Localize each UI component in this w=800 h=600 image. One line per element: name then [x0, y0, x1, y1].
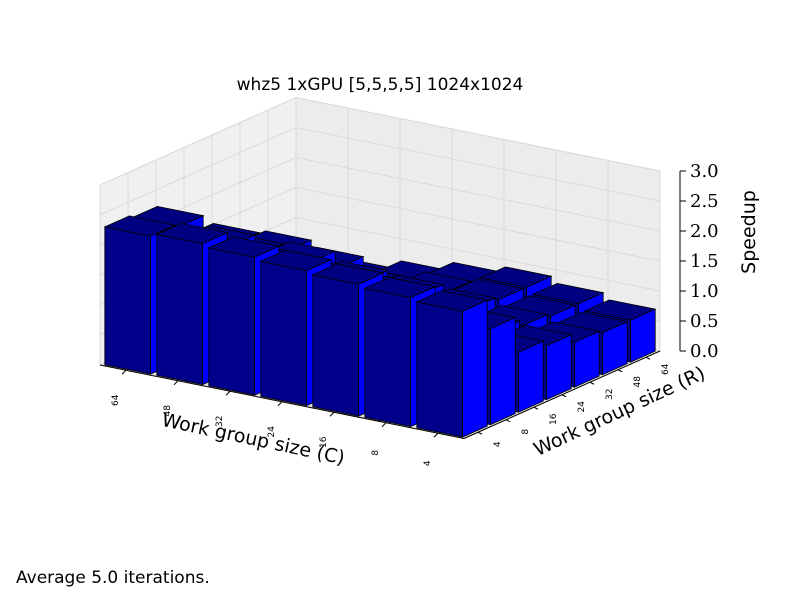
tick-labels: 6448322416844816243248640.00.51.01.52.02…: [111, 161, 719, 466]
bar-front-face: [208, 247, 256, 396]
bar-top-face: [207, 236, 281, 258]
bar-front-face: [156, 233, 204, 386]
bar-side-face: [490, 316, 516, 426]
z-tick-label: 1.5: [690, 251, 719, 272]
x-tick: [173, 380, 179, 386]
z-tick-label: 2.5: [690, 191, 719, 212]
x-tick: [329, 411, 335, 417]
y-tick: [645, 356, 651, 360]
bar-top-face: [155, 222, 229, 245]
x-tick-label: 32: [215, 416, 225, 427]
y-tick-label: 64: [661, 363, 671, 375]
x-tick-label: 4: [423, 460, 433, 466]
grid-line: [99, 96, 661, 186]
x-tick-label: 8: [371, 450, 381, 456]
z-tick-label: 3.0: [690, 161, 719, 182]
bar-top-face: [311, 263, 385, 285]
y-tick: [561, 394, 567, 398]
bar-top-face: [531, 282, 605, 305]
z-axis-label: Speedup: [738, 190, 760, 274]
x-tick: [121, 369, 127, 375]
bar-front-face: [260, 260, 308, 407]
x-tick: [381, 422, 387, 428]
bar-top-face: [415, 290, 489, 312]
bar-top-face: [103, 215, 177, 237]
z-tick-label: 2.0: [690, 221, 719, 242]
x-tick-label: 64: [111, 394, 121, 406]
z-tick-label: 0.0: [690, 341, 719, 362]
y-tick: [505, 419, 511, 423]
chart-title: whz5 1xGPU [5,5,5,5] 1024x1024: [237, 75, 524, 95]
bar-front-face: [364, 287, 412, 428]
y-tick: [617, 369, 623, 373]
y-tick: [477, 431, 483, 435]
y-tick: [589, 381, 595, 385]
z-tick-label: 0.5: [690, 311, 719, 332]
bar-front-face: [416, 301, 464, 438]
x-tick-label: 24: [267, 426, 277, 438]
y-tick-label: 32: [605, 389, 615, 400]
grid-line: [99, 126, 661, 216]
bar-front-face: [104, 226, 152, 375]
x-tick-label: 48: [163, 405, 173, 417]
axis-lines-and-ticks: [99, 170, 686, 439]
y-tick-label: 48: [633, 376, 643, 388]
x-tick: [433, 432, 439, 438]
y-tick-label: 16: [549, 413, 559, 425]
bars: [103, 205, 657, 438]
bar-top-face: [259, 249, 333, 272]
x-tick: [225, 390, 231, 396]
y-tick: [533, 406, 539, 410]
x-tick-label: 16: [319, 436, 329, 448]
bar-top-face: [583, 299, 657, 321]
y-tick-label: 24: [577, 401, 587, 413]
bar-top-face: [479, 266, 553, 288]
z-tick-label: 1.0: [690, 281, 719, 302]
x-tick: [277, 401, 283, 407]
y-tick-label: 8: [521, 429, 531, 435]
bar-side-face: [518, 340, 544, 413]
bar-top-face: [363, 276, 437, 299]
y-tick-label: 4: [493, 441, 503, 447]
footnote: Average 5.0 iterations.: [16, 568, 210, 588]
bar-side-face: [462, 299, 488, 438]
bar: [415, 290, 489, 438]
bar-front-face: [312, 274, 360, 417]
